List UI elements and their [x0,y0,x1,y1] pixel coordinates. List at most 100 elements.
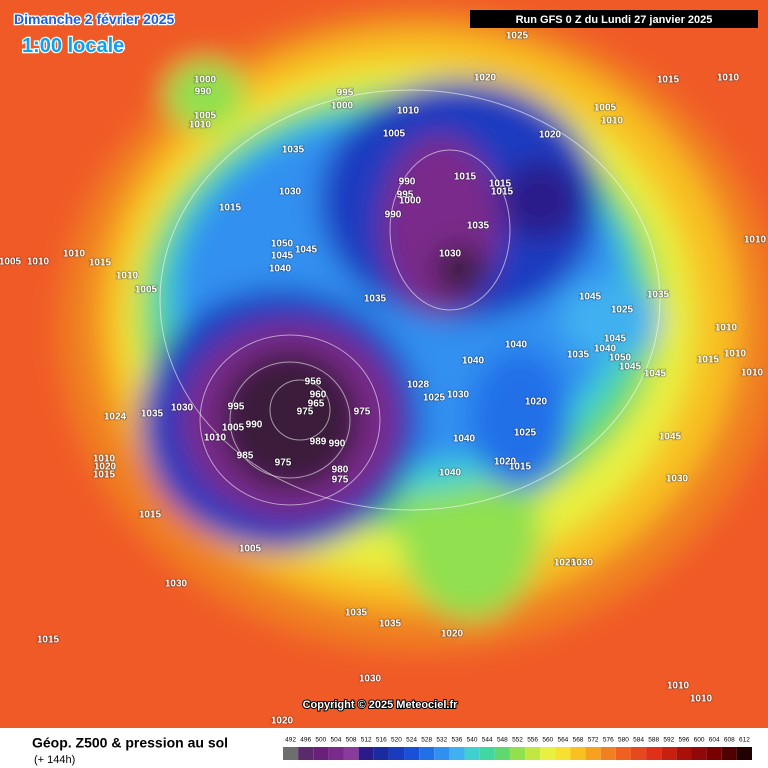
scale-swatch [328,747,344,760]
isobar-label: 1010 [204,433,227,444]
scale-label: 508 [346,737,357,744]
isobar-label: 1015 [37,635,60,646]
scale-swatch [585,747,601,760]
isobar-label: 1000 [194,75,217,86]
isobar-label: 1020 [441,629,464,640]
scale-label: 540 [467,737,478,744]
scale-swatch [661,747,677,760]
isobar-label: 1010 [27,257,50,268]
isobar-label: 1015 [697,355,720,366]
isobar-label: 956 [305,377,322,388]
scale-swatch [630,747,647,760]
scale-swatch [721,747,737,760]
date: Dimanche 2 février 2025 [14,11,175,27]
isobar-label: 1010 [63,249,86,260]
isobar-label: 1015 [93,470,116,481]
scale-label: 500 [315,737,326,744]
isobar-label: 990 [385,210,402,221]
scale-label: 520 [391,737,402,744]
scale-swatch [298,747,314,760]
scale-label: 588 [648,737,659,744]
scale-swatch [479,747,495,760]
isobar-label: 989 [310,437,327,448]
scale-label: 564 [557,737,568,744]
isobar-label: 1025 [554,558,577,569]
isobar-label: 1030 [447,390,470,401]
isobar-label: 1015 [489,179,512,190]
isobar-label: 1045 [295,245,318,256]
isobar-label: 1010 [116,271,139,282]
scale-swatch [434,747,450,760]
isobar-label: 1030 [279,187,302,198]
isobar-label: 1015 [89,258,112,269]
isobar-label: 1030 [171,403,194,414]
isobar-label: 1035 [379,619,402,630]
scale-label: 604 [709,737,720,744]
isobar-label: 1005 [194,111,217,122]
isobar-label: 1030 [666,474,689,485]
isobar-label: 990 [399,177,416,188]
isobar-label: 1010 [690,694,713,705]
scale-swatch [646,747,662,760]
isobar-label: 1025 [423,393,446,404]
isobar-label: 1010 [724,349,747,360]
scale-label: 516 [376,737,387,744]
scale-swatch [509,747,526,760]
isobar-label: 1015 [139,510,162,521]
scale-swatch [449,747,465,760]
isobar-label: 1010 [744,235,767,246]
scale-swatch [525,747,541,760]
isobar-label: 1040 [505,340,528,351]
isobar-label: 960 [310,390,327,401]
isobar-label: 1040 [453,434,476,445]
scale-label: 608 [724,737,735,744]
isobar-label: 1020 [494,457,517,468]
isobar-label: 965 [308,399,325,410]
isobar-label: 1035 [282,145,305,156]
isobar-label: 1030 [439,249,462,260]
isobar-label: 1035 [364,294,387,305]
isobar-label: 1015 [454,172,477,183]
scale-swatch [464,747,480,760]
isobar-label: 1040 [594,344,617,355]
isobar-label: 975 [275,458,292,469]
isobar-label: 1015 [509,462,532,473]
scale-swatch [736,747,752,760]
local-time: 1:00 locale [22,35,124,57]
scale-label: 536 [452,737,463,744]
isobar-label: 975 [297,407,314,418]
scale-label: 572 [588,737,599,744]
isobar-label: 1030 [359,674,382,685]
scale-label: 512 [361,737,372,744]
isobar-label: 990 [246,420,263,431]
isobar-label: 1010 [667,681,690,692]
isobar-label: 1040 [462,356,485,367]
run-info: Run GFS 0 Z du Lundi 27 janvier 2025 [516,14,713,26]
scale-swatch [358,747,374,760]
isobar-label: 1035 [647,290,670,301]
isobar-label: 1040 [439,468,462,479]
isobar-label: 1024 [104,412,127,423]
scale-label: 532 [436,737,447,744]
isobar-label: 990 [329,439,346,450]
scale-label: 544 [482,737,493,744]
scale-label: 560 [542,737,553,744]
isobar-label: 1015 [657,75,680,86]
isobar-label: 975 [354,407,371,418]
isobar-label: 1010 [397,106,420,117]
scale-label: 584 [633,737,644,744]
scale-label: 568 [573,737,584,744]
copyright: Copyright © 2025 Meteociel.fr [303,699,459,711]
isobar-label: 1010 [741,368,764,379]
isobar-label: 1005 [383,129,406,140]
scale-swatch [373,747,389,760]
color-scale: 492 496 500 504 508 512 516 520 524 528 532 536 540 5… [283,737,752,760]
scale-swatch [555,747,571,760]
scale-label: 552 [512,737,523,744]
isobar-label: 1025 [611,305,634,316]
isobar-label: 1030 [165,579,188,590]
scale-swatch [706,747,722,760]
scale-label: 492 [285,737,296,744]
isobar-label: 1010 [601,116,624,127]
